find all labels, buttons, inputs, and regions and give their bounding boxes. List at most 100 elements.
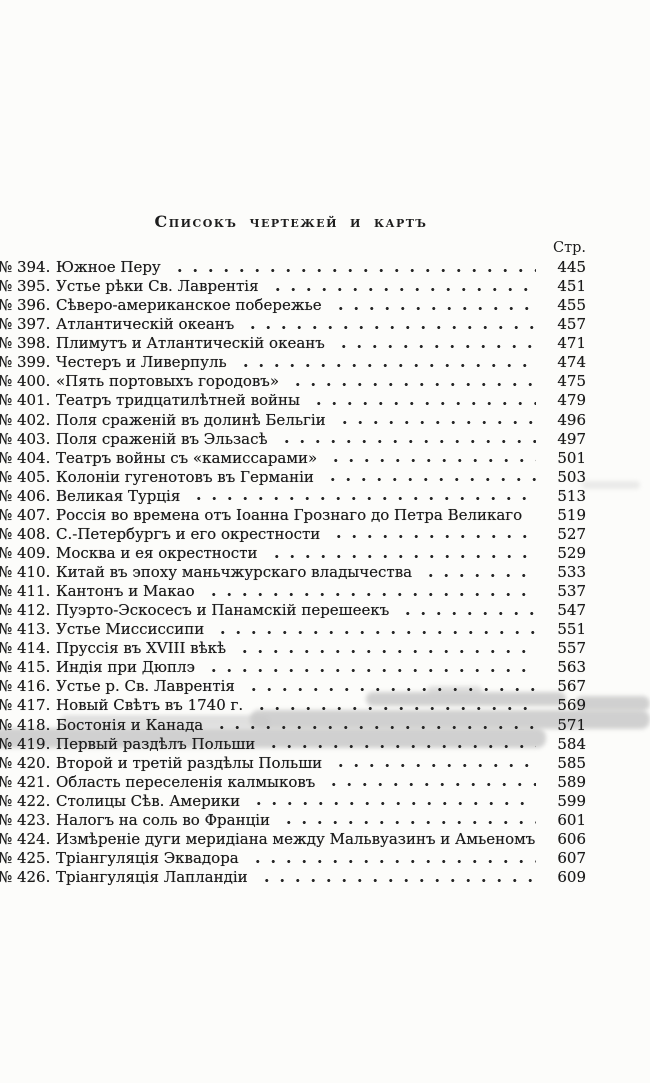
entry-page: 501 xyxy=(557,448,586,467)
entry-number: № 406. xyxy=(0,486,51,505)
dot-leader xyxy=(245,791,536,811)
toc-entry: № 396. Сѣверо-американское побережье 455 xyxy=(0,296,586,316)
toc-entry: № 422. Столицы Сѣв. Америки 599 xyxy=(0,791,586,811)
entry-title: Тріангуляція Лапландіи xyxy=(56,868,248,886)
dot-leader xyxy=(394,601,536,621)
dot-leader xyxy=(209,620,536,640)
toc-entry: № 408. С.-Петербургъ и его окрестности 5… xyxy=(0,524,586,544)
toc-entry: № 419. Первый раздѣлъ Польши 584 xyxy=(0,734,586,754)
toc-entry: № 421. Область переселенія калмыковъ 589 xyxy=(0,772,586,792)
dot-leader xyxy=(417,563,536,583)
entry-title: Великая Турція xyxy=(56,486,181,505)
dot-leader xyxy=(208,715,536,735)
entry-title: Китай въ эпоху маньчжурскаго владычества xyxy=(56,563,413,581)
dot-leader xyxy=(320,772,536,792)
entry-page: 601 xyxy=(557,810,586,829)
entry-number: № 394. xyxy=(0,258,51,276)
entry-page: 537 xyxy=(557,582,586,601)
toc-entry: № 418. Бостонія и Канада 571 xyxy=(0,715,586,735)
dot-leader xyxy=(326,296,536,316)
entry-page: 557 xyxy=(557,639,586,658)
toc-entry: № 398. Плимутъ и Атлантическій океанъ 47… xyxy=(0,334,586,354)
entry-title: Южное Перу xyxy=(56,258,161,276)
entry-number: № 398. xyxy=(0,334,51,353)
entry-title: Измѣреніе дуги меридіана между Мальвуази… xyxy=(56,829,536,848)
entry-page: 585 xyxy=(557,753,586,772)
toc-entry: № 397. Атлантическій океанъ 457 xyxy=(0,315,586,335)
entry-page: 599 xyxy=(557,791,586,810)
dot-leader xyxy=(304,391,536,411)
toc-entry: № 413. Устье Миссиссипи 551 xyxy=(0,620,586,640)
entry-number: № 397. xyxy=(0,315,51,334)
entry-title: Театръ тридцатилѣтней войны xyxy=(56,391,300,410)
dot-leader xyxy=(248,696,536,716)
entry-number: № 396. xyxy=(0,296,51,315)
entry-page: 547 xyxy=(557,601,586,620)
toc-list: № 394. Южное Перу 445 № 395. Устье рѣки … xyxy=(0,258,586,888)
dot-leader xyxy=(318,467,536,487)
toc-entry: № 412. Пуэрто-Эскосесъ и Панамскій переш… xyxy=(0,601,586,621)
dot-leader xyxy=(260,734,536,754)
toc-entry: № 404. Театръ войны съ «камиссарами» 501 xyxy=(0,448,586,468)
toc-entry: № 409. Москва и ея окрестности 529 xyxy=(0,543,586,563)
entry-title: Поля сраженій въ долинѣ Бельгіи xyxy=(56,410,326,429)
page-column-header: Стр. xyxy=(552,240,586,256)
entry-page: 455 xyxy=(557,296,586,315)
dot-leader xyxy=(284,372,536,392)
entry-page: 569 xyxy=(557,696,586,715)
toc-entry: № 425. Тріангуляція Эквадора 607 xyxy=(0,848,586,868)
entry-number: № 412. xyxy=(0,601,51,620)
entry-number: № 403. xyxy=(0,429,51,448)
entry-number: № 402. xyxy=(0,410,51,429)
entry-number: № 407. xyxy=(0,505,51,524)
entry-page: 563 xyxy=(557,658,586,677)
toc-entry: № 426. Тріангуляція Лапландіи 609 xyxy=(0,868,586,888)
entry-title: Театръ войны съ «камиссарами» xyxy=(56,448,318,467)
entry-title: Москва и ея окрестности xyxy=(56,543,258,562)
dot-leader xyxy=(272,429,536,449)
entry-number: № 420. xyxy=(0,753,51,772)
dot-leader xyxy=(330,410,536,430)
entry-page: 609 xyxy=(557,868,586,886)
entry-page: 551 xyxy=(557,620,586,639)
entry-title: Колоніи гугенотовъ въ Германіи xyxy=(56,467,314,486)
entry-title: Индія при Дюплэ xyxy=(56,658,195,677)
entry-number: № 423. xyxy=(0,810,51,829)
entry-number: № 416. xyxy=(0,677,51,696)
dot-leader xyxy=(185,486,536,506)
entry-page: 571 xyxy=(557,715,586,734)
page-title: Списокъ чертежей и картъ xyxy=(154,212,428,231)
toc-entry: № 406. Великая Турція 513 xyxy=(0,486,586,506)
entry-page: 496 xyxy=(557,410,586,429)
dot-leader xyxy=(275,810,536,830)
entry-number: № 425. xyxy=(0,848,51,867)
toc-entry: № 395. Устье рѣки Св. Лаврентія 451 xyxy=(0,277,586,297)
entry-number: № 426. xyxy=(0,868,51,886)
entry-title: Устье р. Св. Лаврентія xyxy=(56,677,235,696)
toc-entry: № 420. Второй и третій раздѣлы Польши 58… xyxy=(0,753,586,773)
toc-entry: № 394. Южное Перу 445 xyxy=(0,258,586,278)
toc-entry: № 407. Россія во времена отъ Іоанна Гроз… xyxy=(0,505,586,525)
entry-title: Сѣверо-американское побережье xyxy=(56,296,322,315)
dot-leader xyxy=(231,353,536,373)
entry-title: Атлантическій океанъ xyxy=(56,315,235,334)
dot-leader xyxy=(325,524,536,544)
dot-leader xyxy=(252,868,536,888)
dot-leader xyxy=(239,677,536,697)
scan-stain xyxy=(582,481,640,489)
entry-title: Тріангуляція Эквадора xyxy=(56,848,239,867)
toc-entry: № 399. Честеръ и Ливерпуль 474 xyxy=(0,353,586,373)
entry-number: № 400. xyxy=(0,372,51,391)
entry-title: Область переселенія калмыковъ xyxy=(56,772,316,791)
scan-stain xyxy=(575,696,650,711)
entry-title: Кантонъ и Макао xyxy=(56,582,195,601)
toc-entry: № 414. Пруссія въ XVIII вѣкѣ 557 xyxy=(0,639,586,659)
entry-page: 474 xyxy=(557,353,586,372)
entry-number: № 415. xyxy=(0,658,51,677)
entry-title: Новый Свѣтъ въ 1740 г. xyxy=(56,696,244,715)
dot-leader xyxy=(329,334,536,354)
entry-number: № 418. xyxy=(0,715,51,734)
entry-number: № 399. xyxy=(0,353,51,372)
entry-title: «Пять портовыхъ городовъ» xyxy=(56,372,280,391)
entry-number: № 401. xyxy=(0,391,51,410)
